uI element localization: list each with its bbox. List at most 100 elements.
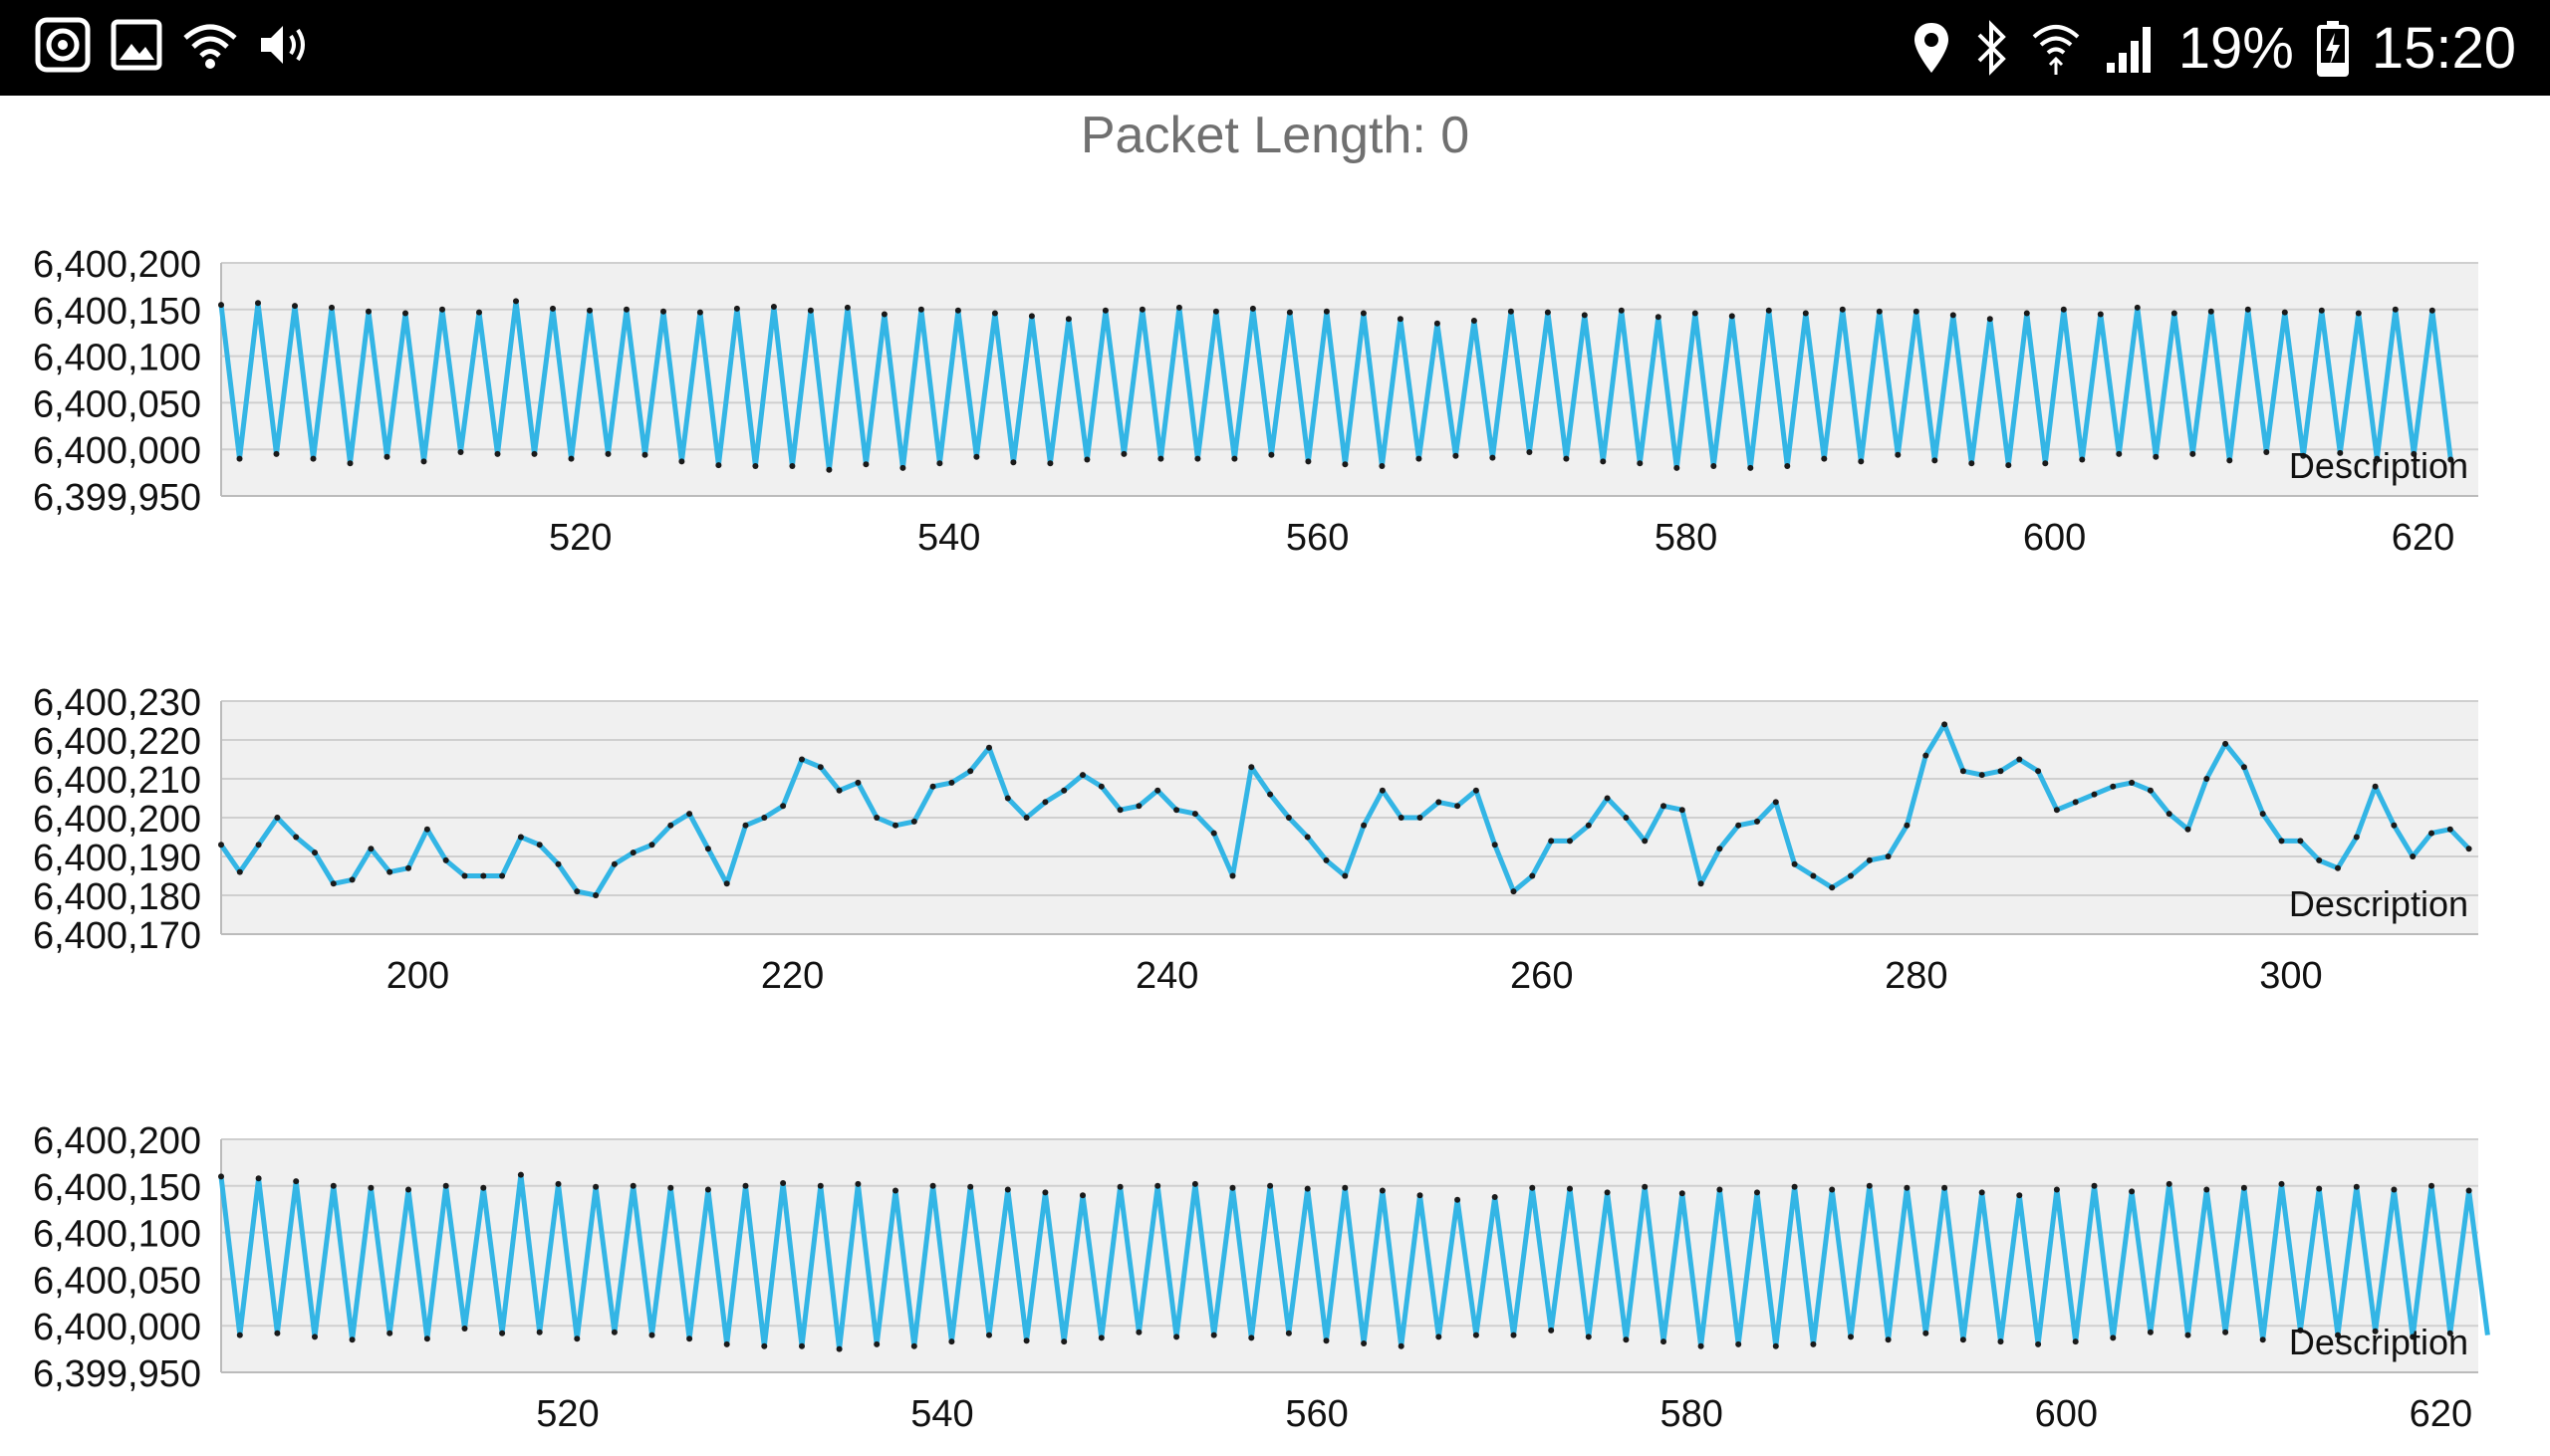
data-point (2005, 462, 2012, 469)
data-point (383, 453, 390, 460)
data-point (1986, 316, 1993, 323)
data-point (605, 450, 612, 457)
data-point (1102, 307, 1109, 314)
ecg-chart-1[interactable]: 6,399,950 6,400,000 6,400,050 6,400,100 6,40… (0, 161, 2550, 580)
data-point (667, 1184, 674, 1191)
data-point (2166, 1180, 2172, 1187)
data-point (1360, 310, 1367, 317)
data-point (1061, 787, 1068, 794)
y-tick-label: 6,400,150 (33, 1167, 201, 1209)
data-point (1248, 764, 1255, 771)
data-point (973, 453, 980, 460)
data-point (1472, 1332, 1479, 1338)
data-point (1697, 880, 1704, 887)
data-point (1379, 787, 1386, 794)
data-point (2391, 1186, 2398, 1193)
data-point (1470, 318, 1477, 324)
x-tick-label: 580 (1655, 517, 1717, 559)
data-point (593, 1183, 600, 1190)
data-point (1931, 457, 1938, 464)
data-point (2410, 853, 2417, 859)
data-point (1821, 455, 1828, 462)
data-point (1866, 856, 1873, 863)
x-tick-label: 220 (761, 955, 824, 997)
y-tick-label: 6,400,050 (33, 1260, 201, 1302)
data-point (292, 303, 298, 310)
data-point (1735, 822, 1742, 829)
data-point (1660, 803, 1666, 810)
data-point (1098, 1335, 1105, 1341)
data-point (630, 1182, 637, 1189)
data-point (1435, 799, 1442, 806)
data-point (686, 811, 693, 818)
data-point (630, 849, 637, 856)
data-point (2166, 811, 2172, 818)
data-point (789, 463, 796, 469)
data-point (2297, 838, 2304, 845)
data-point (967, 1183, 974, 1190)
data-point (555, 860, 562, 867)
data-point (2465, 1187, 2472, 1194)
data-point (1978, 772, 1985, 779)
data-point (936, 460, 943, 467)
data-point (574, 1335, 581, 1342)
y-tick-label: 6,400,000 (33, 430, 201, 472)
data-point (986, 744, 992, 751)
data-point (1042, 1189, 1049, 1196)
data-point (2110, 783, 2117, 790)
data-point (461, 1326, 468, 1332)
data-point (1876, 308, 1883, 315)
data-point (2278, 1180, 2285, 1187)
data-point (347, 460, 354, 467)
data-point (218, 842, 224, 849)
data-point (2392, 306, 2399, 313)
y-tick-label: 6,400,100 (33, 338, 201, 379)
gallery-icon (108, 16, 165, 74)
data-point (2374, 455, 2381, 462)
data-point (1637, 460, 1644, 467)
x-tick-label: 620 (2410, 1393, 2472, 1435)
ecg-chart-3[interactable]: 6,399,950 6,400,000 6,400,050 6,400,100 6,40… (0, 1038, 2550, 1456)
data-point (742, 822, 749, 829)
data-point (2353, 1183, 2360, 1190)
ecg-chart-2[interactable]: 6,400,170 6,400,180 6,400,190 6,400,200 6,40… (0, 600, 2550, 1018)
data-point (1154, 787, 1161, 794)
data-point (1810, 872, 1817, 879)
data-point (457, 449, 464, 455)
data-point (1154, 1182, 1161, 1189)
data-point (1489, 454, 1496, 461)
data-point (402, 310, 408, 317)
data-point (2091, 791, 2098, 798)
location-icon (1912, 19, 1951, 77)
data-point (476, 309, 482, 316)
data-point (1642, 1183, 1649, 1190)
data-point (1379, 1187, 1386, 1194)
data-point (1529, 872, 1536, 879)
data-point (1600, 458, 1607, 465)
data-point (1544, 309, 1551, 316)
data-point (881, 311, 888, 318)
y-tick-label: 6,400,180 (33, 876, 201, 918)
data-point (967, 768, 974, 775)
data-point (910, 818, 917, 825)
data-point (686, 1335, 693, 1342)
data-point (2053, 807, 2060, 814)
data-point (1136, 1329, 1143, 1335)
data-point (2316, 1185, 2323, 1192)
series-line (218, 298, 2453, 473)
data-point (1997, 768, 2004, 775)
data-point (1791, 1183, 1798, 1190)
data-point (293, 834, 300, 841)
chart-description: Description (2289, 445, 2468, 486)
y-tick-label: 6,400,100 (33, 1214, 201, 1256)
y-tick-label: 6,400,220 (33, 721, 201, 763)
x-tick-label: 580 (1659, 1393, 1722, 1435)
x-tick-label: 260 (1510, 955, 1573, 997)
data-point (1949, 312, 1956, 319)
x-tick-label: 600 (2035, 1393, 2098, 1435)
x-tick-label: 620 (2392, 517, 2454, 559)
data-point (1904, 822, 1911, 829)
data-point (1491, 1194, 1498, 1200)
data-point (1829, 1186, 1836, 1193)
data-point (1248, 1335, 1255, 1341)
